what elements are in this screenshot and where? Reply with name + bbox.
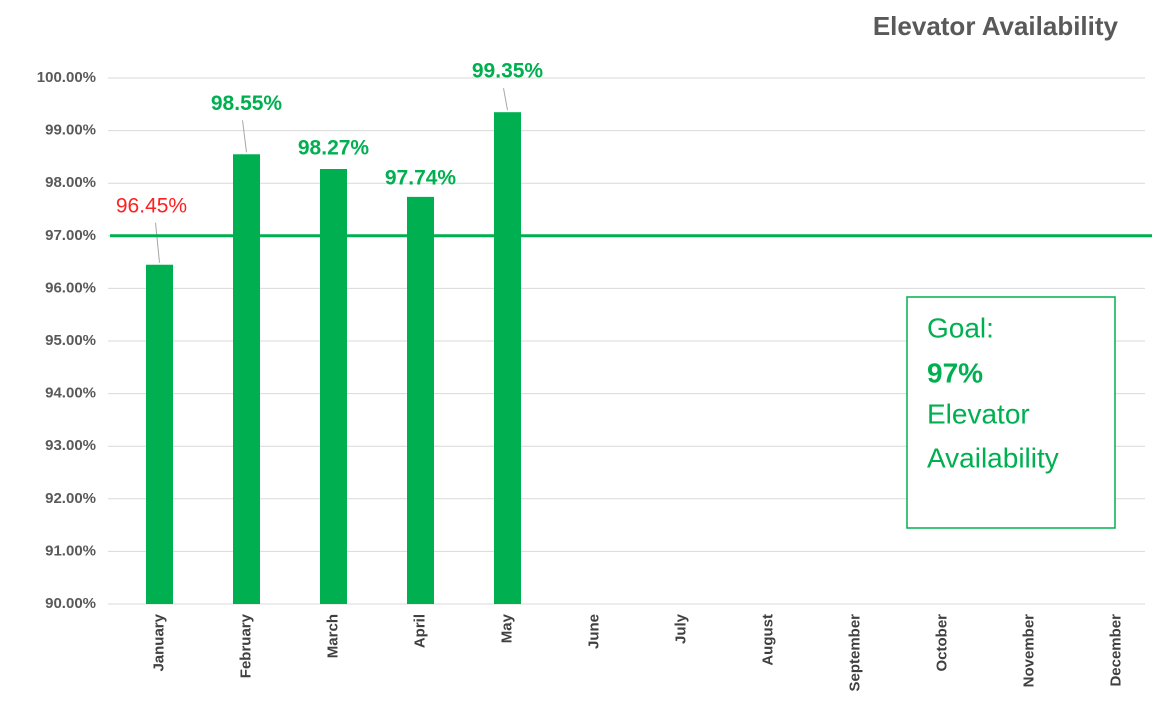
x-tick-label: February — [237, 613, 254, 678]
value-label: 99.35% — [472, 60, 544, 83]
x-tick-label: September — [846, 614, 863, 692]
x-tick-label: March — [324, 614, 341, 658]
x-tick-label: May — [498, 613, 515, 643]
x-tick-label: June — [585, 614, 602, 649]
x-tick-label: November — [1020, 614, 1037, 688]
y-tick-label: 94.00% — [45, 385, 96, 402]
value-label: 97.74% — [385, 166, 457, 189]
bar — [146, 264, 173, 604]
leader-line — [242, 120, 247, 153]
x-tick-label: April — [411, 614, 428, 648]
value-label: 98.27% — [298, 137, 370, 160]
y-tick-label: 90.00% — [45, 595, 96, 612]
y-tick-label: 91.00% — [45, 542, 96, 559]
value-label: 96.45% — [116, 194, 187, 217]
bar — [407, 196, 434, 604]
leader-line — [503, 88, 508, 111]
y-tick-label: 97.00% — [45, 227, 96, 244]
chart-title: Elevator Availability — [873, 11, 1119, 41]
goal-text: 97% — [927, 357, 983, 388]
x-tick-label: January — [150, 613, 167, 671]
x-tick-label: August — [759, 614, 776, 666]
y-tick-label: 99.00% — [45, 122, 96, 139]
y-tick-label: 93.00% — [45, 437, 96, 454]
goal-text: Availability — [927, 442, 1059, 473]
goal-box — [906, 296, 1116, 529]
bar — [320, 168, 347, 605]
y-tick-label: 95.00% — [45, 332, 96, 349]
y-tick-label: 96.00% — [45, 279, 96, 296]
goal-text: Elevator — [927, 398, 1030, 429]
goal-text: Goal: — [927, 312, 994, 343]
x-tick-label: July — [672, 613, 689, 644]
y-tick-label: 92.00% — [45, 490, 96, 507]
y-tick-label: 98.00% — [45, 174, 96, 191]
x-tick-label: December — [1107, 614, 1124, 687]
leader-line — [155, 222, 160, 263]
bar — [494, 112, 521, 604]
x-tick-label: October — [933, 614, 950, 672]
value-label: 98.55% — [211, 92, 283, 115]
y-tick-label: 100.00% — [37, 69, 96, 86]
bar — [233, 154, 260, 604]
